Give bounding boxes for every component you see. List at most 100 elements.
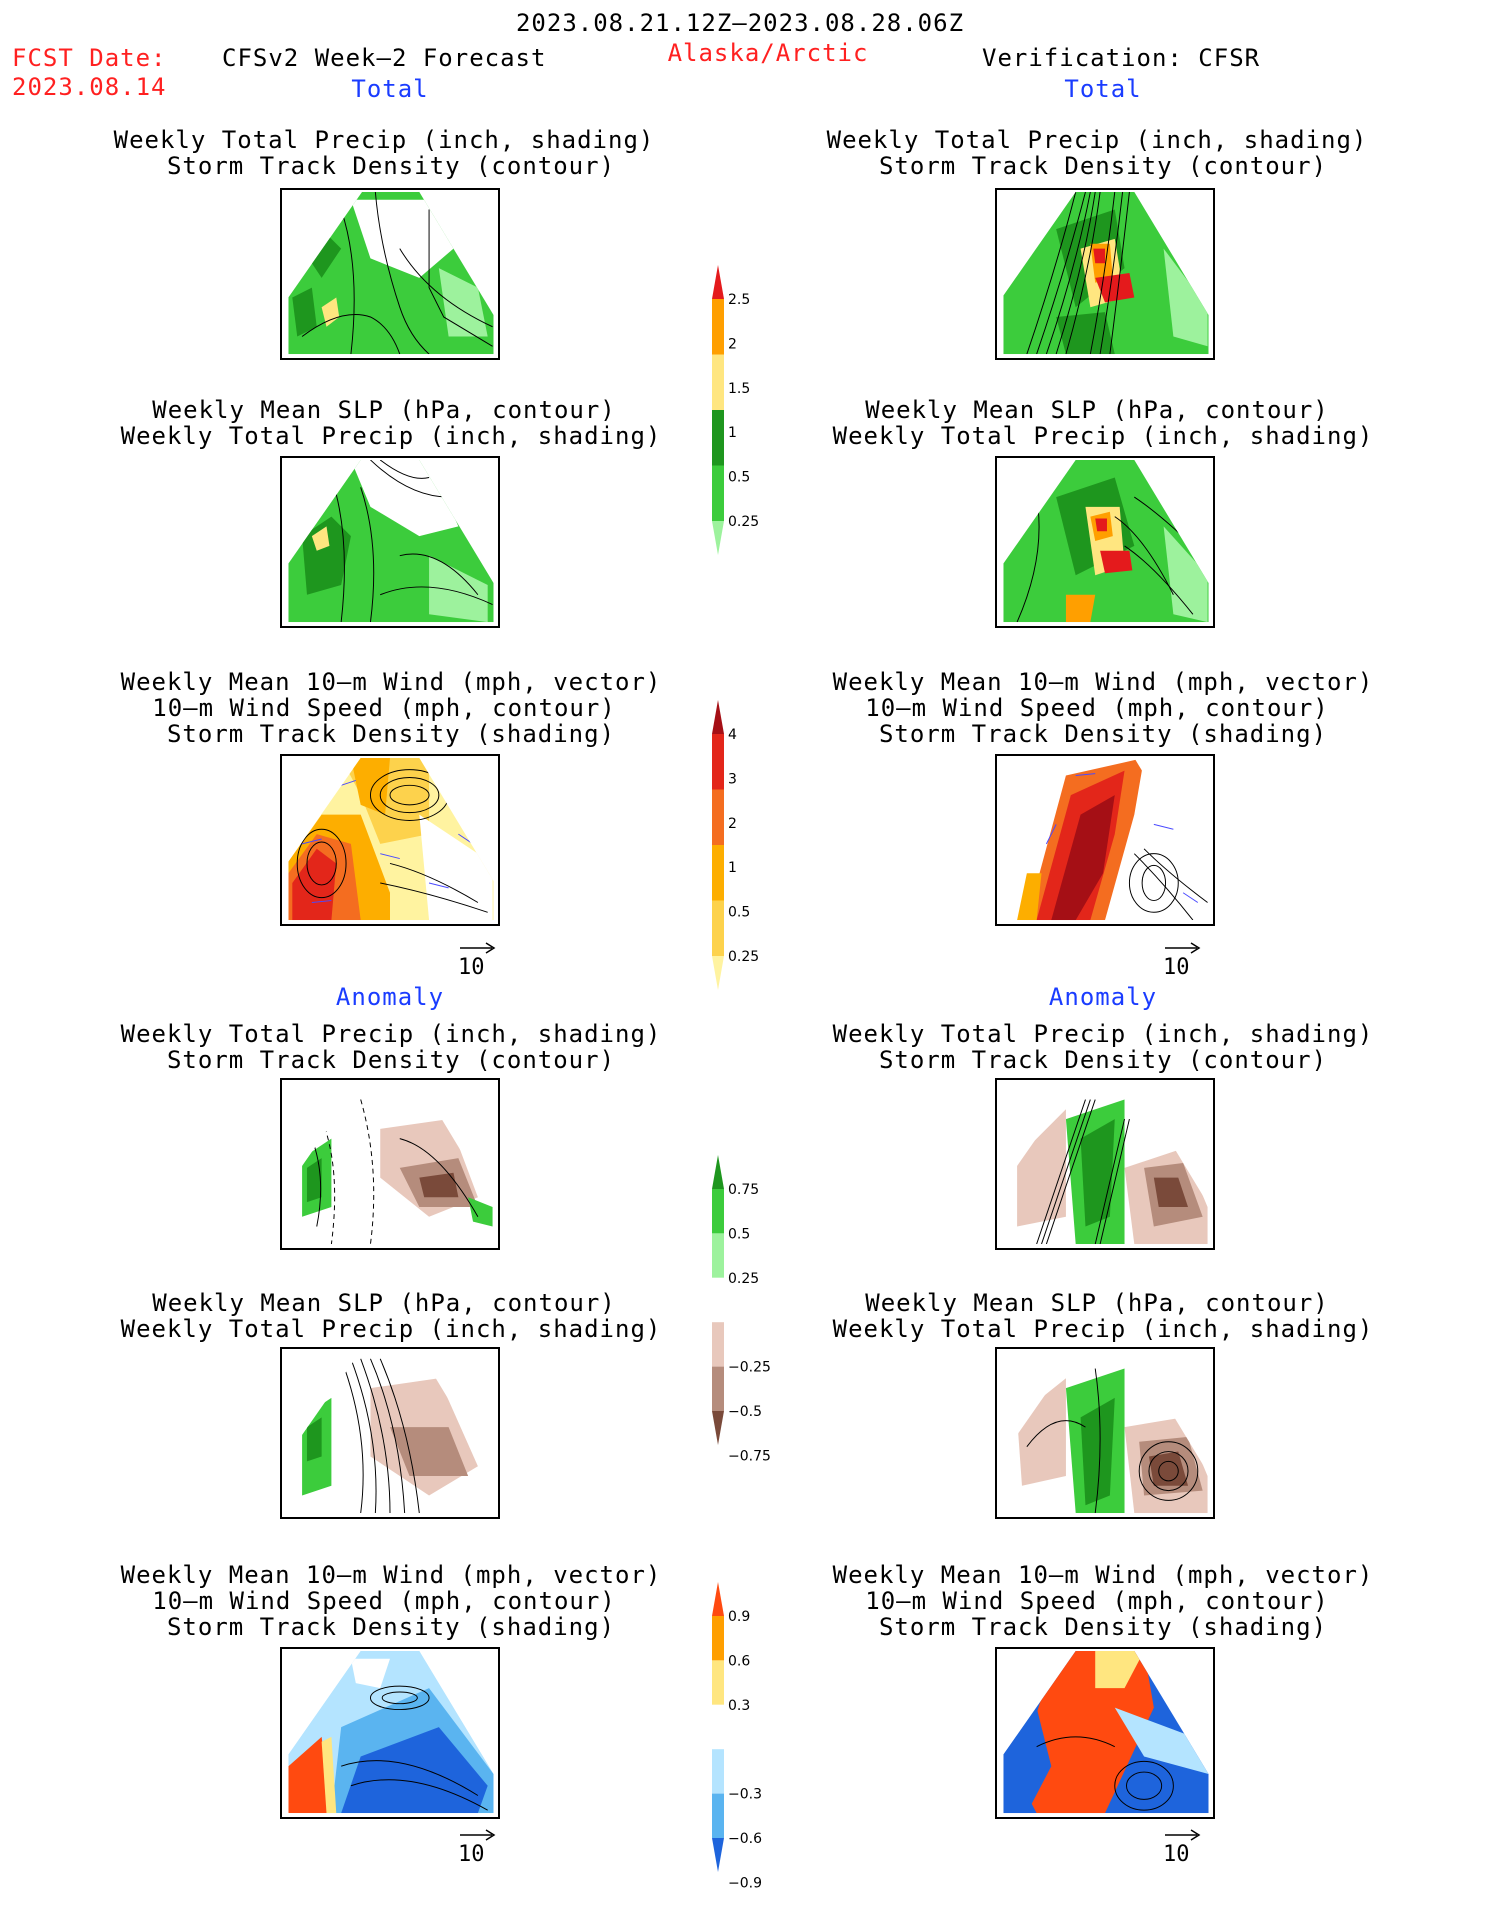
title-r4r-2: Storm Track Density (contour): [878, 1046, 1328, 1074]
title-r6l-2: 10—m Wind Speed (mph, contour): [152, 1587, 616, 1615]
colorbar-label: −0.6: [728, 1831, 762, 1847]
title-r4l-2: Storm Track Density (contour): [166, 1046, 616, 1074]
map-total-precip-storm-forecast: [280, 188, 500, 360]
colorbar-segment: [712, 1277, 724, 1323]
map-total-slp-precip-forecast: [280, 456, 500, 628]
map-anom-slp-precip-cfsr: [995, 1347, 1215, 1519]
map-anom-slp-precip-forecast: [280, 1347, 500, 1519]
colorbar-segment: [712, 265, 724, 299]
title-r3r-3: Storm Track Density (shading): [878, 720, 1328, 748]
colorbar-segment: [712, 410, 724, 466]
colorbar-label: −0.3: [728, 1787, 762, 1803]
colorbar-label: −0.75: [728, 1448, 771, 1464]
map-anom-wind-storm-cfsr: [995, 1647, 1215, 1819]
colorbar-anomaly-precip: 0.75 0.5 0.25 −0.25 −0.5 −0.75: [710, 1155, 790, 1464]
vector-scale-arrow: 10: [458, 940, 498, 980]
title-r3l-2: 10—m Wind Speed (mph, contour): [152, 694, 616, 722]
colorbar-label: −0.25: [728, 1360, 771, 1376]
colorbar-segment: [712, 1322, 724, 1367]
colorbar-segment: [712, 1704, 724, 1750]
map-anom-precip-storm-cfsr: [995, 1078, 1215, 1250]
colorbar-segment: [712, 1366, 724, 1411]
region-title: Alaska/Arctic: [667, 39, 869, 67]
colorbar-segment: [712, 1793, 724, 1838]
colorbar-label: 0.5: [728, 1226, 750, 1242]
colorbar-segment: [712, 734, 724, 790]
title-r4r-1: Weekly Total Precip (inch, shading): [832, 1020, 1374, 1048]
title-r1r-2: Storm Track Density (contour): [878, 152, 1328, 180]
section-total-right: Total: [1064, 75, 1142, 103]
colorbar-segment: [712, 1233, 724, 1278]
colorbar-label: 0.5: [728, 905, 750, 921]
colorbar-segment: [712, 465, 724, 521]
title-r6l-3: Storm Track Density (shading): [166, 1613, 616, 1641]
colorbar-segment: [712, 299, 724, 355]
colorbar-label: 0.9: [728, 1609, 750, 1625]
colorbar-segment: [712, 1411, 724, 1445]
title-r6r-1: Weekly Mean 10—m Wind (mph, vector): [832, 1561, 1374, 1589]
title-r6l-1: Weekly Mean 10—m Wind (mph, vector): [120, 1561, 662, 1589]
colorbar-label: 1.5: [728, 381, 750, 397]
map-anom-precip-storm-forecast: [280, 1078, 500, 1250]
section-anomaly-left: Anomaly: [335, 983, 445, 1011]
title-r3r-2: 10—m Wind Speed (mph, contour): [865, 694, 1329, 722]
colorbar-segment: [712, 1616, 724, 1661]
title-r6r-3: Storm Track Density (shading): [878, 1613, 1328, 1641]
colorbar-label: 0.3: [728, 1698, 750, 1714]
title-r1l-1: Weekly Total Precip (inch, shading): [113, 126, 655, 154]
colorbar-segment: [712, 354, 724, 410]
title-r2l-2: Weekly Total Precip (inch, shading): [120, 422, 662, 450]
title-r3l-3: Storm Track Density (shading): [166, 720, 616, 748]
vector-scale-arrow: 10: [1163, 1827, 1203, 1867]
fcst-date-value: 2023.08.14: [12, 73, 167, 101]
colorbar-label: 2: [728, 336, 737, 352]
colorbar-segment: [712, 845, 724, 901]
colorbar-segment: [712, 1155, 724, 1189]
title-r1l-2: Storm Track Density (contour): [166, 152, 616, 180]
title-r5r-1: Weekly Mean SLP (hPa, contour): [865, 1289, 1329, 1317]
colorbar-segment: [712, 1189, 724, 1234]
colorbar-label: 4: [728, 727, 737, 743]
colorbar-segment: [712, 521, 724, 555]
colorbar-total-storm-density: 4 3 2 1 0.5 0.25: [710, 700, 790, 990]
map-total-precip-storm-cfsr: [995, 188, 1215, 360]
colorbar-label: 0.6: [728, 1653, 750, 1669]
colorbar-label: 1: [728, 860, 737, 876]
colorbar-segment: [712, 789, 724, 845]
vector-scale-label: 10: [458, 1842, 485, 1867]
title-r3r-1: Weekly Mean 10—m Wind (mph, vector): [832, 668, 1374, 696]
colorbar-label: 0.5: [728, 470, 750, 486]
vector-scale-arrow: 10: [458, 1827, 498, 1867]
colorbar-segment: [712, 700, 724, 734]
colorbar-segment: [712, 1660, 724, 1705]
map-anom-wind-storm-forecast: [280, 1647, 500, 1819]
colorbar-label: 2: [728, 816, 737, 832]
map-total-wind-storm-cfsr: [995, 754, 1215, 926]
title-r1r-1: Weekly Total Precip (inch, shading): [826, 126, 1368, 154]
verification-title: Verification: CFSR: [982, 44, 1261, 72]
vector-scale-label: 10: [1163, 955, 1190, 980]
map-total-wind-storm-forecast: [280, 754, 500, 926]
title-r2r-2: Weekly Total Precip (inch, shading): [832, 422, 1374, 450]
section-total-left: Total: [351, 75, 429, 103]
vector-scale-arrow: 10: [1163, 940, 1203, 980]
colorbar-label: 0.25: [728, 949, 759, 965]
colorbar-total-precip: 2.5 2 1.5 1 0.5 0.25: [710, 265, 790, 555]
colorbar-label: 0.25: [728, 1271, 759, 1287]
vector-scale-label: 10: [1163, 1842, 1190, 1867]
colorbar-label: 0.25: [728, 514, 759, 530]
colorbar-segment: [712, 1749, 724, 1794]
colorbar-label: −0.5: [728, 1404, 762, 1420]
colorbar-anomaly-storm-density: 0.9 0.6 0.3 −0.3 −0.6 −0.9: [710, 1582, 790, 1891]
colorbar-label: 2.5: [728, 292, 750, 308]
title-r3l-1: Weekly Mean 10—m Wind (mph, vector): [120, 668, 662, 696]
map-total-slp-precip-cfsr: [995, 456, 1215, 628]
colorbar-segment: [712, 900, 724, 956]
title-r5l-2: Weekly Total Precip (inch, shading): [120, 1315, 662, 1343]
section-anomaly-right: Anomaly: [1048, 983, 1158, 1011]
fcst-date-label: FCST Date:: [12, 44, 167, 72]
title-r4l-1: Weekly Total Precip (inch, shading): [120, 1020, 662, 1048]
title-r2r-1: Weekly Mean SLP (hPa, contour): [865, 396, 1329, 424]
title-r6r-2: 10—m Wind Speed (mph, contour): [865, 1587, 1329, 1615]
title-r5l-1: Weekly Mean SLP (hPa, contour): [152, 1289, 616, 1317]
